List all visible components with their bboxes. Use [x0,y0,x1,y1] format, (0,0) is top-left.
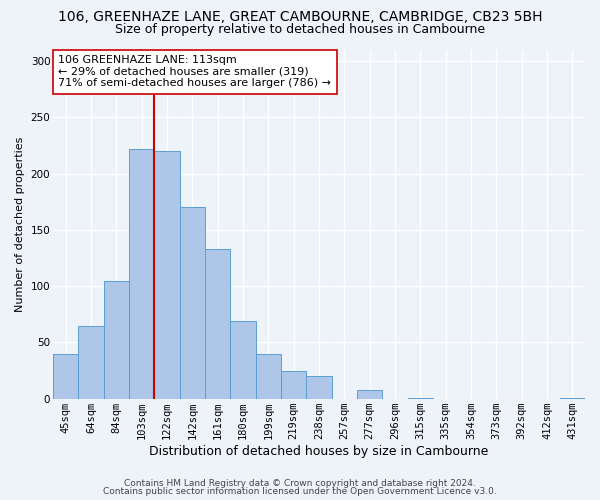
Bar [79,326,104,398]
Bar [129,149,154,398]
Y-axis label: Number of detached properties: Number of detached properties [15,136,25,312]
Bar [180,208,205,398]
Bar [230,321,256,398]
Bar [205,249,230,398]
Bar [53,354,79,399]
Text: 106 GREENHAZE LANE: 113sqm
← 29% of detached houses are smaller (319)
71% of sem: 106 GREENHAZE LANE: 113sqm ← 29% of deta… [58,55,331,88]
Text: Contains public sector information licensed under the Open Government Licence v3: Contains public sector information licen… [103,487,497,496]
Text: 106, GREENHAZE LANE, GREAT CAMBOURNE, CAMBRIDGE, CB23 5BH: 106, GREENHAZE LANE, GREAT CAMBOURNE, CA… [58,10,542,24]
Text: Contains HM Land Registry data © Crown copyright and database right 2024.: Contains HM Land Registry data © Crown c… [124,478,476,488]
Bar [307,376,332,398]
Text: Size of property relative to detached houses in Cambourne: Size of property relative to detached ho… [115,22,485,36]
Bar [357,390,382,398]
X-axis label: Distribution of detached houses by size in Cambourne: Distribution of detached houses by size … [149,444,489,458]
Bar [104,280,129,398]
Bar [154,151,180,398]
Bar [281,370,307,398]
Bar [256,354,281,399]
